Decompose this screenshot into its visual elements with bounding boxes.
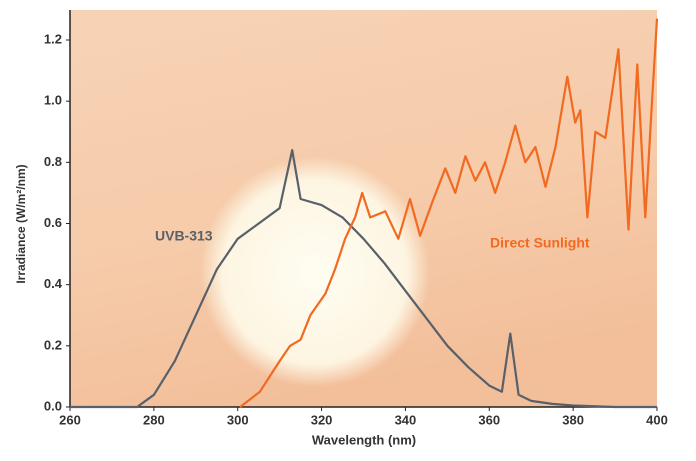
y-tick-label: 1.2 [44,31,62,46]
x-axis-label: Wavelength (nm) [312,432,416,447]
y-tick-label: 0.4 [44,276,63,291]
x-tick-label: 300 [227,412,249,427]
x-tick-label: 360 [478,412,500,427]
y-axis-label: Irradiance (W/m²/nm) [14,164,28,283]
y-tick-label: 1.0 [44,93,62,108]
x-tick-label: 400 [646,412,668,427]
series-label: Direct Sunlight [490,235,590,251]
x-tick-label: 260 [59,412,81,427]
y-tick-label: 0.8 [44,154,62,169]
y-tick-label: 0.0 [44,398,62,413]
x-tick-label: 380 [562,412,584,427]
series-label: UVB-313 [155,228,213,244]
sun-glow [200,157,430,387]
y-tick-label: 0.2 [44,337,62,352]
x-tick-label: 340 [395,412,417,427]
x-tick-label: 280 [143,412,165,427]
y-tick-label: 0.6 [44,215,62,230]
series-line [239,18,659,408]
series-line [70,149,657,409]
x-tick-label: 320 [311,412,333,427]
